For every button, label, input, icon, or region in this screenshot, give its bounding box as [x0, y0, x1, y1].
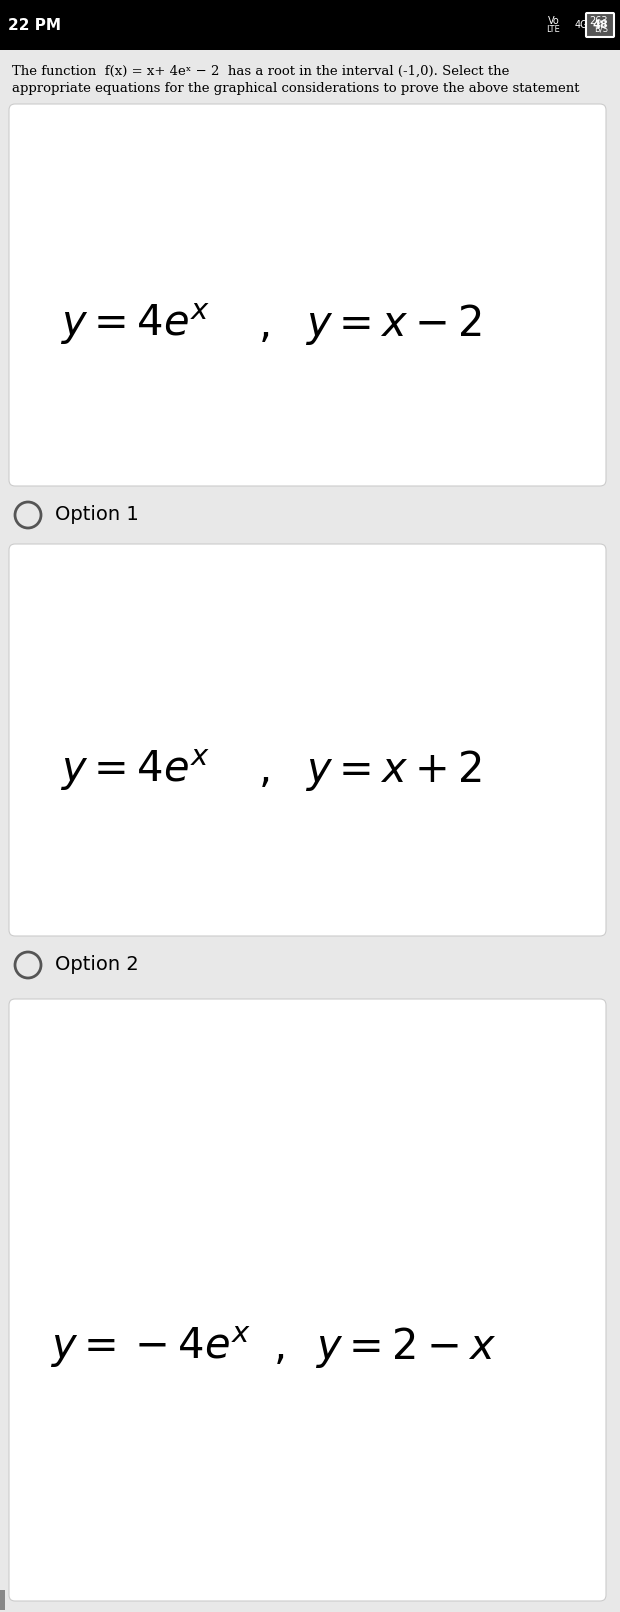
Text: 22 PM: 22 PM — [8, 18, 61, 32]
Text: The function  f(x) = x+ 4eˣ − 2  has a root in the interval (-1,0). Select the: The function f(x) = x+ 4eˣ − 2 has a roo… — [12, 64, 510, 77]
Text: 4G: 4G — [575, 19, 588, 31]
Text: Vo: Vo — [548, 16, 560, 26]
Text: $y = 2-x$: $y = 2-x$ — [315, 1325, 497, 1370]
FancyBboxPatch shape — [586, 13, 614, 37]
Text: Option 1: Option 1 — [55, 506, 139, 524]
FancyBboxPatch shape — [0, 1589, 5, 1610]
Text: $y = x+2$: $y = x+2$ — [305, 748, 482, 793]
FancyBboxPatch shape — [0, 0, 620, 50]
Text: Option 2: Option 2 — [55, 956, 139, 975]
FancyBboxPatch shape — [9, 543, 606, 937]
FancyBboxPatch shape — [9, 105, 606, 485]
Text: $y = 4e^x$: $y = 4e^x$ — [60, 301, 210, 347]
Text: $y = x-2$: $y = x-2$ — [305, 301, 482, 347]
Text: ,: , — [259, 750, 272, 791]
Text: LTE: LTE — [546, 24, 560, 34]
Text: 263: 263 — [590, 16, 608, 26]
Text: $y = -4e^x$: $y = -4e^x$ — [50, 1325, 252, 1370]
Text: 48: 48 — [592, 19, 608, 31]
Text: ,: , — [259, 303, 272, 345]
FancyBboxPatch shape — [9, 999, 606, 1601]
Text: $y = 4e^x$: $y = 4e^x$ — [60, 748, 210, 793]
Text: ,: , — [273, 1327, 286, 1369]
Text: B/S: B/S — [594, 24, 608, 34]
Text: appropriate equations for the graphical considerations to prove the above statem: appropriate equations for the graphical … — [12, 82, 580, 95]
